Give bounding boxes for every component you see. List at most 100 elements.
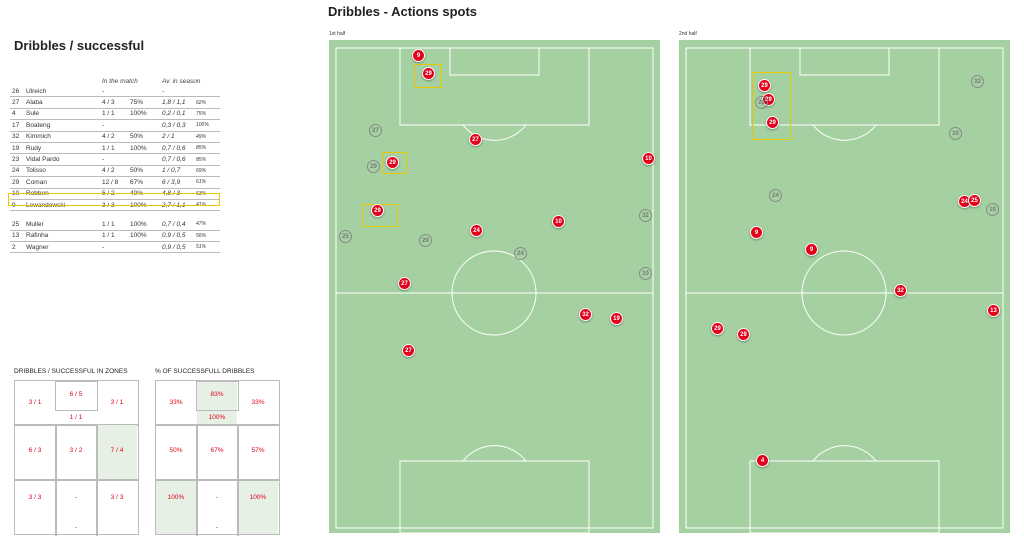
cell-match: 1 / 1 — [100, 108, 128, 121]
cell-season: 0,9 / 0,5 — [160, 241, 194, 254]
cell-spct: 51% — [194, 241, 220, 254]
zone-top-left: 3 / 1 — [28, 399, 42, 406]
grid-line — [196, 424, 198, 536]
cell-spct — [194, 86, 220, 98]
cell-match: - — [100, 241, 128, 254]
failed-dribble-marker: 29 — [755, 96, 768, 109]
failed-dribble-marker: 32 — [971, 75, 984, 88]
cell-num: 13 — [10, 230, 24, 243]
cell-name: Sule — [24, 108, 100, 121]
table-row: 17 Boateng - 0,3 / 0,3 100% — [10, 119, 220, 132]
second-half-label: 2nd half — [679, 31, 697, 37]
cell-num: 17 — [10, 119, 24, 132]
dribbles-table-title: Dribbles / successful — [14, 38, 145, 53]
pct-low-mid: - — [215, 494, 219, 501]
cell-name: Muller — [24, 219, 100, 231]
cell-num: 27 — [10, 96, 24, 109]
zones-grid: 3 / 1 6 / 5 3 / 1 1 / 1 6 / 3 3 / 2 7 / … — [14, 380, 139, 536]
pitch-lines — [685, 47, 1004, 533]
zone-low-left: 3 / 3 — [28, 494, 42, 501]
cell-num: 2 — [10, 241, 24, 254]
cell-pct — [128, 153, 160, 166]
successful-dribble-marker: 13 — [987, 304, 1000, 317]
zone-low-mid: - — [74, 494, 78, 501]
box-outline — [196, 381, 239, 411]
cell-num: 24 — [10, 165, 24, 178]
cell-season: 6 / 3,9 — [160, 176, 194, 189]
cell-num: 4 — [10, 108, 24, 121]
cell-name: Rafinha — [24, 230, 100, 243]
cell-num: 23 — [10, 153, 24, 166]
successful-dribble-marker: 19 — [610, 312, 623, 325]
cell-name: Coman — [24, 176, 100, 189]
failed-dribble-marker: 29 — [367, 160, 380, 173]
zone-top-right: 3 / 1 — [110, 399, 124, 406]
cell-match: 12 / 8 — [100, 176, 128, 189]
cell-season: 2 / 1 — [160, 131, 194, 143]
cell-match: 4 / 2 — [100, 131, 128, 143]
zone-low-right: 3 / 3 — [110, 494, 124, 501]
cell-pct — [128, 119, 160, 132]
grid-line — [55, 424, 57, 536]
cell-match: 1 / 1 — [100, 142, 128, 155]
successful-dribble-marker: 24 — [470, 224, 483, 237]
table-row: 23 Vidal Pardo - 0,7 / 0,6 85% — [10, 153, 220, 166]
cell-season: 1 / 0,7 — [160, 165, 194, 178]
successful-dribble-marker: 10 — [552, 215, 565, 228]
cell-name: Ulreich — [24, 86, 100, 98]
cell-spct: 47% — [194, 219, 220, 231]
pitch-second-half: 29 29 29 29 32 10 24 24 25 10 9 9 32 13 29 29 4 — [679, 40, 1010, 533]
cell-num: 19 — [10, 142, 24, 155]
cell-spct: 61% — [194, 176, 220, 189]
table-row: 19 Rudy 1 / 1 100% 0,7 / 0,6 85% — [10, 142, 220, 155]
cell-name: Wagner — [24, 241, 100, 254]
highlight-box — [752, 72, 791, 140]
cell-pct: 50% — [128, 131, 160, 143]
successful-dribble-marker: 4 — [756, 454, 769, 467]
pct-top-right: 33% — [251, 399, 265, 406]
failed-dribble-marker: 29 — [419, 234, 432, 247]
header-in-match: In the match — [102, 77, 138, 85]
cell-match: 4 / 2 — [100, 165, 128, 178]
cell-name: Tolisso — [24, 165, 100, 178]
zones-title: DRIBBLES / SUCCESSFUL IN ZONES — [14, 368, 128, 375]
cell-pct — [128, 241, 160, 254]
cell-spct: 49% — [194, 131, 220, 143]
cell-season: - — [160, 86, 194, 98]
table-row: 29 Coman 12 / 8 67% 6 / 3,9 61% — [10, 176, 220, 189]
box-outline — [55, 381, 98, 411]
table-row: 24 Tolisso 4 / 2 50% 1 / 0,7 69% — [10, 165, 220, 178]
pct-top-mid: 83% — [210, 391, 224, 398]
successful-dribble-marker: 10 — [642, 152, 655, 165]
cell-match: - — [100, 119, 128, 132]
successful-dribble-marker: 29 — [737, 328, 750, 341]
cell-pct: 100% — [128, 230, 160, 243]
cell-season: 1,8 / 1,1 — [160, 96, 194, 109]
successful-dribble-marker: 32 — [579, 308, 592, 321]
cell-spct: 85% — [194, 153, 220, 166]
cell-pct: 50% — [128, 165, 160, 178]
zone-mid-left: 6 / 3 — [28, 447, 42, 454]
cell-num: 26 — [10, 86, 24, 98]
page-title: Dribbles - Actions spots — [328, 4, 478, 19]
pct-mid-left: 50% — [169, 447, 183, 454]
cell-match: 4 / 3 — [100, 96, 128, 109]
failed-dribble-marker: 24 — [514, 247, 527, 260]
cell-pct: 67% — [128, 176, 160, 189]
cell-name: Alaba — [24, 96, 100, 109]
first-half-label: 1st half — [329, 31, 346, 37]
failed-dribble-marker: 25 — [339, 230, 352, 243]
cell-name: Boateng — [24, 119, 100, 132]
cell-num: 29 — [10, 176, 24, 189]
cell-match: - — [100, 153, 128, 166]
table-row: 4 Sule 1 / 1 100% 0,2 / 0,1 75% — [10, 108, 220, 121]
pct-top-left: 33% — [169, 399, 183, 406]
pct-bottom-mid: - — [215, 524, 219, 531]
cell-name: Vidal Pardo — [24, 153, 100, 166]
grid-line — [237, 424, 239, 536]
highlight-row-coman — [8, 193, 220, 206]
pct-mid-right: 57% — [251, 447, 265, 454]
cell-season: 0,7 / 0,4 — [160, 219, 194, 231]
highlight-box — [382, 152, 407, 174]
failed-dribble-marker: 10 — [639, 267, 652, 280]
